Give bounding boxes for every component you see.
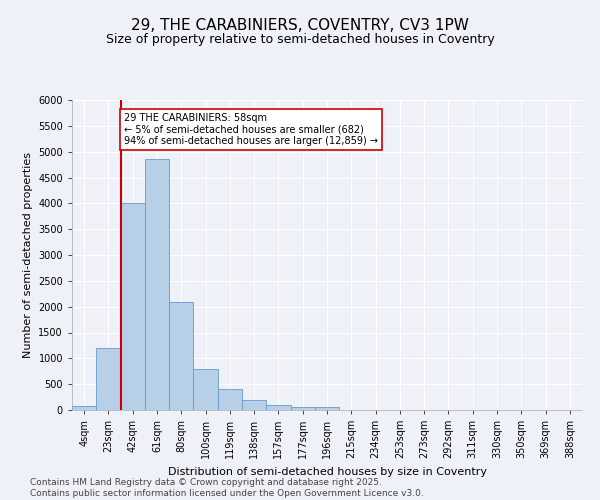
Bar (266, 405, 290, 410)
Bar (193, 368, 218, 410)
Text: 29, THE CARABINIERS, COVENTRY, CV3 1PW: 29, THE CARABINIERS, COVENTRY, CV3 1PW (131, 18, 469, 32)
Y-axis label: Number of semi-detached properties: Number of semi-detached properties (23, 152, 32, 358)
Text: Size of property relative to semi-detached houses in Coventry: Size of property relative to semi-detach… (106, 32, 494, 46)
Bar (290, 407, 315, 410)
Bar (218, 390, 242, 410)
Bar (315, 408, 339, 410)
Text: 29 THE CARABINIERS: 58sqm
← 5% of semi-detached houses are smaller (682)
94% of : 29 THE CARABINIERS: 58sqm ← 5% of semi-d… (124, 113, 378, 146)
Bar (121, 204, 145, 410)
Bar (145, 160, 169, 410)
X-axis label: Distribution of semi-detached houses by size in Coventry: Distribution of semi-detached houses by … (167, 466, 487, 476)
Bar (72, 406, 96, 410)
Bar (242, 400, 266, 410)
Text: Contains HM Land Registry data © Crown copyright and database right 2025.
Contai: Contains HM Land Registry data © Crown c… (30, 478, 424, 498)
Bar (169, 302, 193, 410)
Bar (96, 348, 121, 410)
